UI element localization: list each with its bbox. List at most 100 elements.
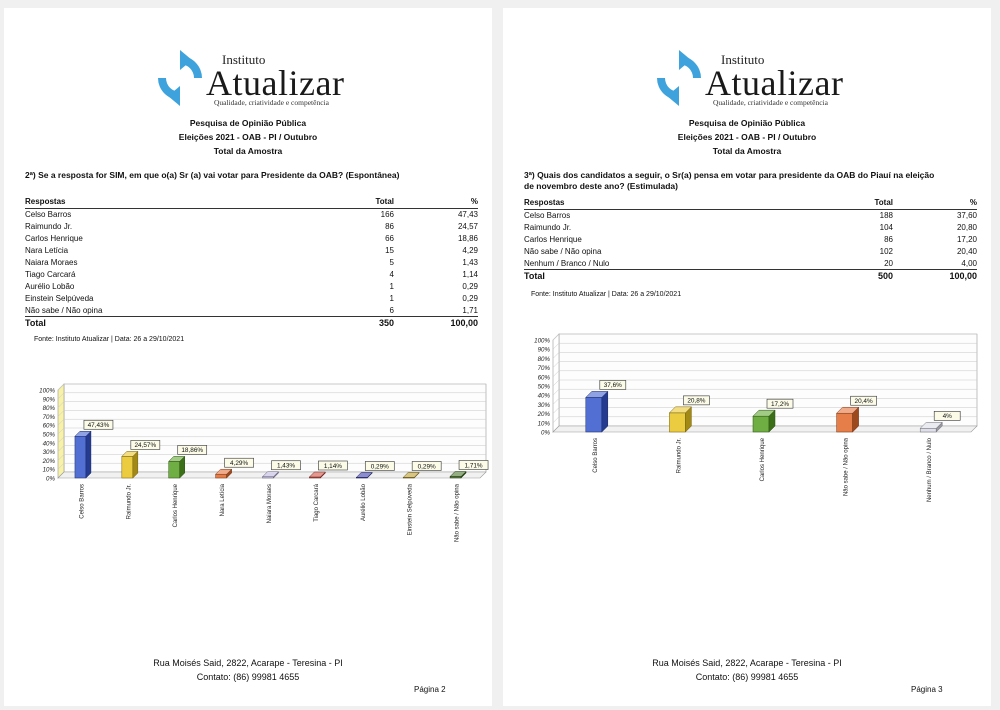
row-percent: 0,29 [462, 293, 478, 303]
x-tick-label: Aurélio Lobão [361, 483, 367, 521]
data-label: 47,43% [83, 419, 114, 430]
refresh-arrows-icon [158, 50, 202, 106]
y-tick-label: 0% [46, 476, 55, 483]
col-total: Total [325, 196, 394, 209]
data-label-text: 20,8% [687, 398, 705, 405]
row-label: Nara Letícia [25, 246, 69, 256]
y-tick-label: 10% [538, 420, 551, 427]
data-label: 1,43% [271, 460, 301, 471]
table-row: Não sabe / Não opina 102 20,40 [524, 246, 977, 258]
data-label-text: 18,86% [181, 447, 203, 454]
y-tick-label: 0% [541, 430, 550, 437]
row-label: Não sabe / Não opina [25, 304, 325, 318]
row-label: Nenhum / Branco / Nulo [524, 257, 824, 271]
row-total: 20 [824, 257, 893, 271]
footer-address: Rua Moisés Said, 2822, Acarape - Teresin… [153, 658, 343, 668]
data-label-text: 20,4% [855, 398, 873, 405]
bar-front [585, 397, 603, 433]
row-total: 104 [879, 223, 893, 233]
y-tick-label: 10% [43, 467, 56, 474]
gridline [57, 392, 486, 399]
bar [668, 406, 693, 433]
data-label-text: 4% [943, 413, 953, 420]
data-label-box [599, 380, 627, 390]
bar-front [168, 461, 180, 479]
page-number: Página 2 [414, 685, 446, 694]
bar [355, 471, 373, 479]
row-label: Celso Barros [524, 211, 571, 221]
table-row: Celso Barros 188 37,60 [524, 210, 977, 222]
data-label: 1,14% [318, 460, 348, 471]
bar-top [215, 468, 233, 475]
gridline [552, 333, 977, 341]
y-tick-label: 100% [39, 388, 55, 395]
bar-top [308, 471, 326, 478]
row-percent: 1,14 [462, 269, 478, 279]
x-tick-label: Raimundo Jr. [126, 484, 132, 520]
gridline [57, 401, 486, 408]
row-percent: 24,57 [457, 222, 478, 232]
data-label-box [411, 461, 442, 471]
x-tick-label: Carlos Henrique [173, 483, 179, 527]
x-tick-label: Raimundo Jr. [676, 438, 682, 474]
table-row: Raimundo Jr. 86 24,57 [25, 221, 478, 233]
table-total-row: Total 350 100,00 [25, 316, 478, 331]
data-label: 17,2% [766, 398, 794, 409]
report-page-3: Instituto Atualizar Qualidade, criativid… [503, 8, 991, 706]
bar [585, 390, 609, 433]
total-value: 500 [824, 269, 893, 284]
row-label: Raimundo Jr. [25, 222, 73, 232]
row-total: 86 [385, 222, 394, 232]
bar-front [836, 412, 853, 433]
data-label-box [130, 440, 161, 450]
data-label-text: 37,6% [604, 382, 622, 389]
data-label: 4% [933, 411, 961, 421]
bar-chart: 0% 10% 20% 30% 40% 50% 60% 70% 80% 90% 100% 37,6% Ce… [534, 333, 978, 502]
row-percent: 1,43 [462, 258, 478, 267]
bar-top [261, 471, 280, 477]
bar [919, 421, 943, 433]
row-total: 5 [389, 258, 394, 267]
data-label: 24,57% [130, 440, 161, 450]
x-tick-label: Carlos Henrique [760, 437, 766, 481]
row-total: 1 [389, 281, 394, 291]
survey-title: Pesquisa de Opinião Pública [688, 118, 806, 128]
gridline [552, 342, 977, 350]
y-tick-label: 20% [537, 411, 551, 418]
table-row: Não sabe / Não opina 6 1,71 [25, 304, 478, 318]
y-tick-label: 70% [43, 414, 56, 421]
gridline [552, 407, 977, 414]
brand-logo: Instituto Atualizar Qualidade, criativid… [651, 46, 871, 107]
table-row: Nara Letícia 15 4,29 [25, 245, 478, 257]
brand-name: Atualizar [705, 63, 844, 103]
row-total: 66 [385, 234, 394, 244]
source-note: Fonte: Instituto Atualizar | Data: 26 a … [34, 336, 185, 343]
row-label: Raimundo Jr. [524, 223, 572, 233]
gridline [552, 352, 977, 359]
bar [752, 409, 776, 433]
bar-front [752, 415, 770, 433]
survey-title: Pesquisa de Opinião Pública [189, 118, 307, 128]
data-label-text: 47,43% [88, 422, 110, 429]
total-percent: 100,00 [893, 269, 977, 284]
bar-front [74, 436, 87, 479]
gridline [552, 388, 977, 396]
footer-contact: Contato: (86) 99981 4655 [695, 672, 799, 682]
data-label-text: 17,2% [771, 401, 789, 408]
data-label-box [364, 461, 395, 471]
table-row: Tiago Carcará 4 1,14 [25, 268, 478, 280]
col-respostas: Respostas [524, 197, 824, 210]
brand-tagline: Qualidade, criatividade e competência [713, 98, 828, 107]
data-label-text: 0,29% [418, 463, 436, 470]
y-tick-label: 60% [538, 374, 551, 381]
data-label: 20,4% [850, 395, 877, 406]
y-tick-label: 20% [42, 458, 56, 465]
table-row: Naiara Moraes 5 1,43 [25, 257, 478, 269]
bar-top [355, 472, 373, 478]
gridline [57, 410, 486, 417]
bar-top [835, 406, 860, 414]
bar [215, 468, 233, 479]
survey-subtitle: Eleições 2021 - OAB - PI / Outubro [677, 132, 817, 142]
data-label-text: 4,29% [230, 460, 248, 467]
x-tick-label: Celso Barros [593, 438, 599, 473]
